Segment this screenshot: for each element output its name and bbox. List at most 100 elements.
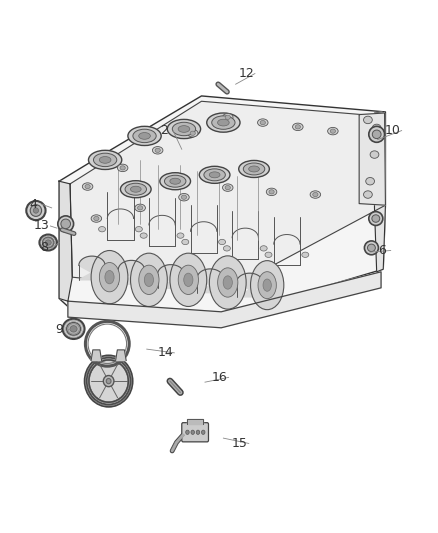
Ellipse shape (372, 130, 381, 139)
Ellipse shape (61, 219, 71, 229)
Ellipse shape (310, 191, 321, 198)
Ellipse shape (184, 273, 193, 287)
Ellipse shape (209, 256, 246, 309)
Ellipse shape (145, 273, 153, 287)
Ellipse shape (372, 124, 381, 132)
Ellipse shape (45, 240, 51, 245)
Ellipse shape (372, 215, 380, 222)
Ellipse shape (170, 178, 180, 184)
Ellipse shape (196, 430, 200, 434)
Ellipse shape (91, 215, 102, 222)
Ellipse shape (204, 169, 225, 181)
Ellipse shape (42, 237, 54, 248)
Ellipse shape (328, 127, 338, 135)
Ellipse shape (155, 148, 160, 152)
Ellipse shape (313, 192, 318, 197)
Polygon shape (374, 112, 385, 272)
Polygon shape (91, 350, 102, 361)
Ellipse shape (366, 177, 374, 185)
Text: 8: 8 (40, 241, 48, 254)
Ellipse shape (140, 233, 147, 238)
Ellipse shape (201, 430, 205, 434)
Ellipse shape (370, 151, 379, 158)
Ellipse shape (302, 252, 309, 257)
Text: 6: 6 (378, 244, 386, 257)
Ellipse shape (131, 253, 167, 306)
Ellipse shape (88, 150, 122, 169)
Ellipse shape (131, 186, 141, 192)
Ellipse shape (139, 133, 150, 139)
Text: 4: 4 (29, 198, 37, 211)
Ellipse shape (120, 181, 151, 198)
Polygon shape (68, 272, 381, 328)
Text: 10: 10 (385, 124, 401, 137)
Ellipse shape (251, 261, 284, 310)
Ellipse shape (260, 246, 267, 251)
Ellipse shape (63, 319, 85, 339)
Ellipse shape (369, 126, 385, 142)
Ellipse shape (225, 115, 230, 119)
Ellipse shape (209, 172, 220, 178)
Text: 16: 16 (212, 371, 228, 384)
Ellipse shape (239, 160, 269, 177)
Ellipse shape (91, 251, 128, 304)
Ellipse shape (30, 205, 42, 216)
Ellipse shape (187, 130, 198, 137)
Ellipse shape (26, 201, 46, 220)
Polygon shape (359, 113, 385, 205)
Ellipse shape (133, 129, 156, 143)
Ellipse shape (85, 356, 133, 407)
FancyBboxPatch shape (182, 423, 208, 442)
Polygon shape (59, 181, 72, 301)
Ellipse shape (99, 263, 120, 292)
Ellipse shape (89, 360, 128, 402)
Ellipse shape (152, 147, 163, 154)
Text: 15: 15 (232, 437, 248, 450)
Ellipse shape (33, 208, 39, 213)
Ellipse shape (178, 265, 198, 294)
Ellipse shape (179, 193, 189, 201)
Ellipse shape (177, 233, 184, 238)
Ellipse shape (106, 378, 111, 384)
Polygon shape (237, 273, 263, 297)
Ellipse shape (223, 276, 232, 289)
Ellipse shape (182, 239, 189, 245)
Ellipse shape (218, 268, 238, 297)
Ellipse shape (94, 216, 99, 221)
Ellipse shape (223, 114, 233, 121)
Ellipse shape (70, 326, 77, 332)
Ellipse shape (212, 116, 235, 130)
Ellipse shape (178, 126, 190, 132)
Ellipse shape (181, 195, 187, 199)
Polygon shape (116, 350, 126, 361)
Ellipse shape (244, 163, 265, 175)
Ellipse shape (258, 272, 276, 298)
Text: 14: 14 (158, 346, 173, 359)
Ellipse shape (139, 265, 159, 294)
Ellipse shape (369, 212, 383, 225)
Text: 2: 2 (160, 124, 168, 137)
Text: 9: 9 (55, 323, 63, 336)
Ellipse shape (364, 241, 378, 255)
Text: 12: 12 (238, 67, 254, 80)
Ellipse shape (138, 206, 143, 210)
Ellipse shape (218, 119, 229, 126)
Polygon shape (118, 261, 145, 284)
Ellipse shape (269, 190, 274, 194)
Ellipse shape (160, 173, 191, 190)
Polygon shape (59, 96, 385, 317)
Polygon shape (79, 256, 105, 280)
Ellipse shape (135, 227, 142, 232)
Ellipse shape (223, 184, 233, 191)
Polygon shape (197, 269, 223, 293)
Ellipse shape (364, 116, 372, 124)
Polygon shape (158, 265, 184, 288)
Ellipse shape (125, 183, 146, 195)
Ellipse shape (330, 129, 336, 133)
Ellipse shape (58, 216, 74, 232)
Ellipse shape (67, 322, 81, 335)
Ellipse shape (135, 204, 145, 212)
Ellipse shape (93, 153, 117, 167)
Ellipse shape (207, 113, 240, 132)
Ellipse shape (172, 122, 196, 136)
